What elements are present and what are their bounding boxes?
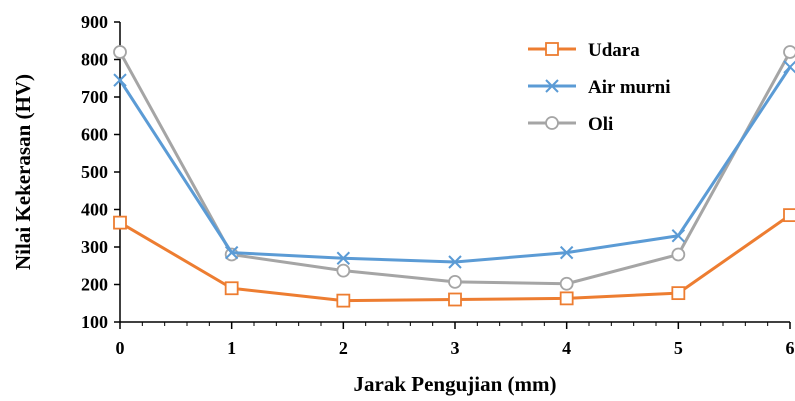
series-line (118, 51, 792, 286)
data-point (113, 45, 127, 59)
y-tick-label: 500 (81, 162, 108, 182)
data-point (671, 229, 686, 243)
y-tick-label: 800 (81, 50, 108, 70)
y-tick-label: 300 (81, 237, 108, 257)
legend-label: Air murni (588, 77, 671, 98)
y-tick-label: 400 (81, 200, 108, 220)
legend-item: Air murni (528, 77, 671, 98)
y-tick-label: 600 (81, 125, 108, 145)
y-tick-label: 100 (81, 312, 108, 332)
legend: Udara Air murni Oli (528, 40, 671, 135)
data-point (783, 208, 795, 223)
data-point (559, 276, 574, 291)
x-marker-stroke (559, 245, 574, 260)
data-point (336, 263, 351, 278)
series-udara (113, 208, 795, 308)
data-point (113, 73, 127, 87)
data-point (336, 251, 351, 265)
y-tick-label: 900 (81, 12, 108, 32)
legend-marker (545, 42, 559, 56)
x-marker-stroke (783, 60, 795, 74)
data-point (559, 245, 574, 260)
series-air-murni (113, 60, 795, 269)
legend-label: Oli (588, 114, 613, 135)
y-axis-title: Nilai Kekerasan (HV) (11, 74, 35, 270)
data-point (336, 293, 351, 308)
data-point (671, 286, 686, 301)
legend-label: Udara (588, 40, 640, 61)
data-point (783, 60, 795, 74)
x-axis-title: Jarak Pengujian (mm) (354, 372, 557, 396)
data-point (671, 247, 686, 262)
data-point (559, 291, 574, 306)
x-tick-label: 2 (339, 338, 348, 358)
data-point (113, 215, 127, 230)
x-marker-stroke (545, 79, 559, 93)
data-point (448, 292, 462, 307)
x-tick-label: 1 (227, 338, 236, 358)
axes: 100 200 300 400 500 600 700 800 900 0 1 2 3 4 5 6 (81, 12, 795, 358)
y-tick-label: 200 (81, 275, 108, 295)
series-layer (113, 45, 795, 308)
data-point (224, 281, 239, 296)
series-oli (113, 45, 795, 291)
x-tick-label: 6 (786, 338, 795, 358)
x-marker-stroke (448, 255, 462, 269)
legend-item: Udara (528, 40, 640, 61)
x-marker-stroke (224, 245, 239, 260)
data-point (224, 245, 239, 260)
x-tick-label: 5 (674, 338, 683, 358)
x-tick-label: 3 (451, 338, 460, 358)
x-marker-stroke (671, 229, 686, 243)
x-tick-label: 4 (562, 338, 571, 358)
legend-marker (545, 79, 559, 93)
legend-marker (545, 116, 559, 130)
data-point (448, 274, 462, 289)
data-point (448, 255, 462, 269)
x-tick-label: 0 (116, 338, 125, 358)
y-tick-label: 700 (81, 87, 108, 107)
data-point (783, 45, 795, 59)
x-marker-stroke (336, 251, 351, 265)
x-marker-stroke (113, 73, 127, 87)
legend-item: Oli (528, 114, 613, 135)
